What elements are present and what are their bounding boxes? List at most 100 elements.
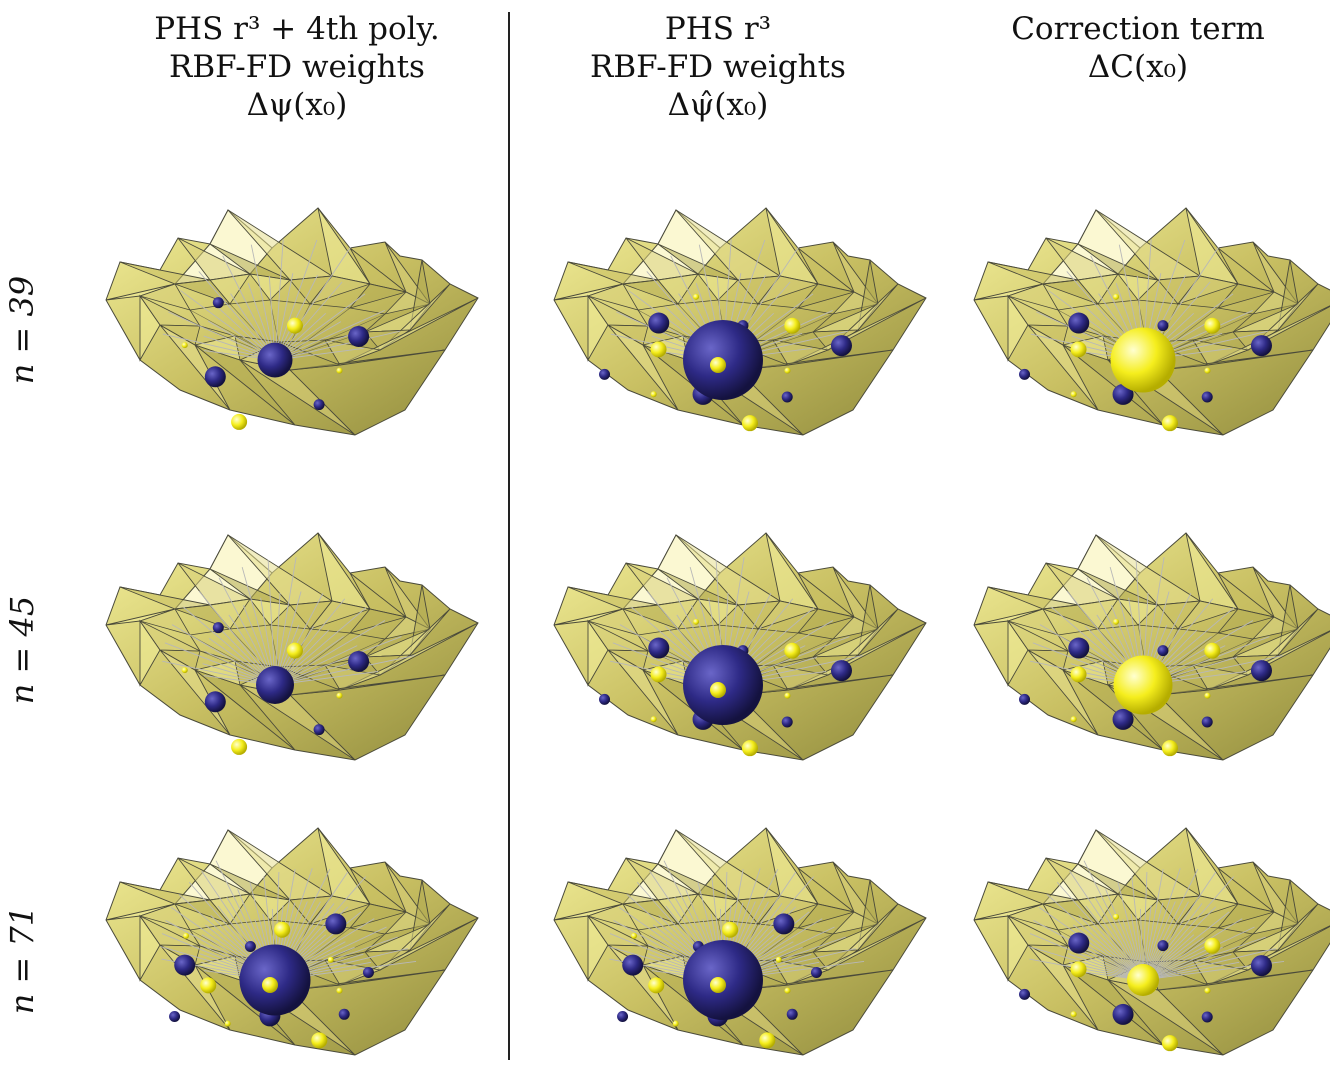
negative-weight-sphere (204, 366, 226, 388)
weight-spheres (599, 293, 852, 432)
positive-weight-sphere (1204, 367, 1211, 374)
positive-weight-sphere (1070, 961, 1087, 978)
positive-weight-sphere (1204, 987, 1211, 994)
stencil-line (1142, 936, 1266, 981)
negative-weight-sphere (830, 660, 852, 682)
row-label-text: n = 45 (3, 595, 42, 705)
stencil-line (274, 620, 386, 686)
bowl-mesh-diagram (973, 532, 1330, 761)
negative-weight-sphere (781, 391, 793, 403)
stencil-line (1142, 948, 1276, 981)
positive-weight-sphere (1204, 692, 1211, 699)
negative-weight-sphere (810, 967, 822, 979)
center-weight-sphere (1110, 327, 1176, 393)
negative-weight-sphere (599, 693, 611, 705)
row-label-text: n = 39 (3, 275, 42, 385)
positive-weight-sphere (231, 413, 248, 430)
negative-weight-sphere (313, 399, 325, 411)
negative-weight-sphere (1201, 716, 1213, 728)
bowl-mesh (105, 827, 479, 1056)
positive-weight-sphere (1070, 716, 1077, 723)
positive-weight-sphere (710, 357, 726, 373)
positive-weight-sphere (648, 977, 665, 994)
negative-weight-sphere (781, 716, 793, 728)
stencil-line (1142, 961, 1240, 981)
stencil-line (274, 557, 297, 686)
negative-weight-sphere (244, 940, 256, 952)
positive-weight-sphere (262, 977, 278, 993)
row-label-n71: n = 71 (2, 860, 42, 1060)
center-weight-sphere (256, 666, 294, 704)
row-label-text: n = 71 (3, 905, 42, 1015)
stencil-panel-r2-c0 (100, 820, 480, 1080)
weight-spheres (169, 913, 374, 1049)
negative-weight-sphere (599, 368, 611, 380)
negative-weight-sphere (1157, 645, 1169, 657)
positive-weight-sphere (650, 666, 667, 683)
stencil-line (274, 655, 415, 686)
stencil-line (1083, 860, 1144, 981)
positive-weight-sphere (650, 341, 667, 358)
weight-spheres (1019, 913, 1272, 1052)
stencil-line (168, 311, 276, 361)
positive-weight-sphere (274, 921, 291, 938)
column-header-line2: RBF-FD weights (590, 49, 846, 85)
positive-weight-sphere (631, 932, 638, 939)
stencil-line (198, 591, 276, 686)
bowl-mesh-diagram (973, 207, 1330, 436)
positive-weight-sphere (1204, 317, 1221, 334)
stencil-panel-r1-c2 (968, 525, 1330, 785)
negative-weight-sphere (1068, 312, 1090, 334)
positive-weight-sphere (722, 921, 739, 938)
positive-weight-sphere (784, 987, 791, 994)
positive-weight-sphere (1070, 1011, 1077, 1018)
negative-weight-sphere (169, 1010, 181, 1022)
bowl-mesh-diagram (973, 827, 1330, 1056)
bowl-mesh (973, 532, 1330, 761)
column-header-line3: Δψ(x₀) (246, 87, 348, 123)
column-header-line1: Correction term (1011, 11, 1265, 47)
positive-weight-sphere (672, 1020, 679, 1027)
positive-weight-sphere (693, 618, 700, 625)
weight-spheres (617, 913, 822, 1049)
column-header-line2: ΔC(x₀) (1087, 49, 1189, 85)
weight-spheres (1019, 293, 1272, 432)
positive-weight-sphere (693, 293, 700, 300)
stencil-line (1038, 906, 1144, 981)
column-header-line3: Δψ̂(x₀) (667, 87, 769, 123)
column-header-line1: PHS r³ (664, 11, 772, 47)
positive-weight-sphere (336, 692, 343, 699)
negative-weight-sphere (1112, 708, 1134, 730)
positive-weight-sphere (650, 391, 657, 398)
negative-weight-sphere (830, 335, 852, 357)
positive-weight-sphere (327, 956, 334, 963)
negative-weight-sphere (1019, 368, 1031, 380)
negative-weight-sphere (648, 312, 670, 334)
stencil-line (274, 607, 366, 686)
negative-weight-sphere (212, 297, 224, 309)
stencil-line (267, 560, 276, 686)
bowl-mesh-diagram (105, 827, 479, 1056)
stencil-panel-r0-c1 (548, 200, 928, 460)
positive-weight-sphere (1070, 391, 1077, 398)
stencil-panel-r2-c1 (548, 820, 928, 1080)
stencil-panel-r1-c0 (100, 525, 480, 785)
stencil-line (274, 239, 318, 361)
stencil-line (1142, 918, 1243, 981)
positive-weight-sphere (200, 977, 217, 994)
stencil-panel-r1-c1 (548, 525, 928, 785)
positive-weight-sphere (784, 317, 801, 334)
stencil-line (1105, 889, 1144, 981)
positive-weight-sphere (759, 1032, 776, 1049)
positive-weight-sphere (181, 342, 188, 349)
positive-weight-sphere (1161, 1035, 1178, 1052)
stencil-panel-r0-c2 (968, 200, 1330, 460)
bowl-mesh-diagram (553, 207, 927, 436)
negative-weight-sphere (1019, 988, 1031, 1000)
negative-weight-sphere (1250, 335, 1272, 357)
column-header-line2: RBF-FD weights (169, 49, 425, 85)
positive-weight-sphere (741, 415, 758, 432)
negative-weight-sphere (1068, 637, 1090, 659)
negative-weight-sphere (348, 650, 370, 672)
column-divider (508, 12, 510, 1060)
